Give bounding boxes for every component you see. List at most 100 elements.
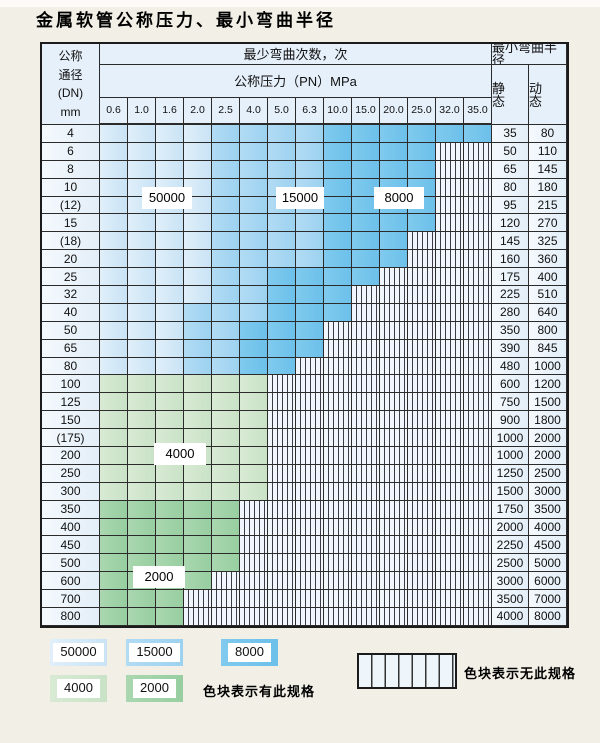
no-spec-cell (408, 286, 436, 304)
spec-cell (296, 286, 324, 304)
no-spec-cell (464, 464, 492, 483)
no-spec-cell (408, 357, 436, 376)
spec-cell (212, 286, 240, 304)
no-spec-cell (352, 536, 380, 555)
spec-cell (184, 554, 212, 573)
spec-cell (184, 339, 212, 358)
spec-cell (184, 536, 212, 555)
no-spec-cell (464, 357, 492, 376)
pressure-value-header: 32.0 (436, 98, 464, 125)
no-spec-cell (240, 500, 268, 519)
no-spec-cell (408, 339, 436, 358)
no-spec-cell (380, 554, 408, 573)
spec-cell (212, 518, 240, 537)
static-radius-value: 225 (492, 286, 529, 304)
no-spec-cell (436, 572, 464, 591)
no-spec-cell (352, 447, 380, 465)
spec-cell (100, 536, 128, 555)
no-spec-cell (296, 590, 324, 609)
spec-cell (240, 447, 268, 465)
no-spec-cell (408, 608, 436, 626)
spec-cell (100, 608, 128, 626)
dn-cell: 500 (42, 554, 100, 573)
spec-cell (156, 393, 184, 412)
static-radius-value: 3000 (492, 572, 529, 591)
no-spec-cell (268, 447, 296, 465)
no-spec-cell (436, 500, 464, 519)
no-spec-cell (408, 590, 436, 609)
no-spec-cell (324, 500, 352, 519)
no-spec-cell (380, 500, 408, 519)
dn-cell: 32 (42, 286, 100, 304)
no-spec-cell (268, 572, 296, 591)
spec-cell (100, 464, 128, 483)
spec-cell (128, 321, 156, 340)
no-spec-cell (464, 196, 492, 215)
spec-cell (184, 500, 212, 519)
static-radius-value: 2500 (492, 554, 529, 573)
dn-header-line: 公称 (58, 49, 83, 64)
no-spec-cell (408, 321, 436, 340)
static-radius-value: 1000 (492, 447, 529, 465)
spec-cell (184, 250, 212, 269)
no-spec-cell (380, 321, 408, 340)
no-spec-cell (436, 286, 464, 304)
spec-cell (240, 321, 268, 340)
no-spec-cell (352, 375, 380, 394)
no-spec-cell (352, 518, 380, 537)
pressure-value-header: 15.0 (352, 98, 380, 125)
spec-cell (240, 303, 268, 322)
pressure-value-header: 1.6 (156, 98, 184, 125)
spec-cell (380, 214, 408, 233)
spec-cell (128, 447, 156, 465)
spec-cell (212, 536, 240, 555)
no-spec-cell (436, 303, 464, 322)
no-spec-cell (296, 375, 324, 394)
dynamic-radius-value: 1500 (529, 393, 567, 412)
spec-cell (156, 339, 184, 358)
no-spec-cell (464, 608, 492, 626)
dynamic-radius-value: 510 (529, 286, 567, 304)
dn-cell: 100 (42, 375, 100, 394)
spec-cell (324, 142, 352, 161)
no-spec-cell (408, 375, 436, 394)
legend-swatch-2000: 2000 (126, 675, 183, 702)
legend-swatch-8000: 8000 (221, 639, 278, 666)
spec-cell (212, 411, 240, 430)
static-radius-value: 80 (492, 178, 529, 197)
spec-cell (296, 125, 324, 143)
static-radius-value: 4000 (492, 608, 529, 626)
spec-cell (100, 554, 128, 573)
static-radius-value: 145 (492, 232, 529, 251)
dn-cell: 50 (42, 321, 100, 340)
spec-cell (100, 321, 128, 340)
spec-cell (100, 572, 128, 591)
page-title: 金属软管公称压力、最小弯曲半径 (36, 11, 336, 31)
dynamic-radius-value: 2000 (529, 447, 567, 465)
spec-cell (464, 125, 492, 143)
dn-cell: 4 (42, 125, 100, 143)
spec-cell (128, 375, 156, 394)
spec-cell (156, 321, 184, 340)
dn-cell: (12) (42, 196, 100, 215)
no-spec-cell (380, 590, 408, 609)
no-spec-cell (268, 393, 296, 412)
spec-cell (156, 232, 184, 251)
no-spec-cell (352, 554, 380, 573)
dynamic-radius-value: 145 (529, 160, 567, 179)
no-spec-cell (464, 321, 492, 340)
zone-label-15000: 15000 (276, 187, 324, 209)
no-spec-cell (380, 303, 408, 322)
no-spec-cell (436, 214, 464, 233)
static-header: 静 态 (492, 65, 529, 125)
no-spec-cell (296, 536, 324, 555)
legend-swatch-15000: 15000 (126, 639, 183, 666)
no-spec-cell (464, 160, 492, 179)
spec-cell (184, 214, 212, 233)
dn-header-line: mm (60, 104, 81, 119)
no-spec-cell (436, 268, 464, 287)
no-spec-cell (184, 590, 212, 609)
legend-swatch-label: 4000 (57, 679, 100, 698)
no-spec-cell (436, 142, 464, 161)
spec-cell (184, 303, 212, 322)
